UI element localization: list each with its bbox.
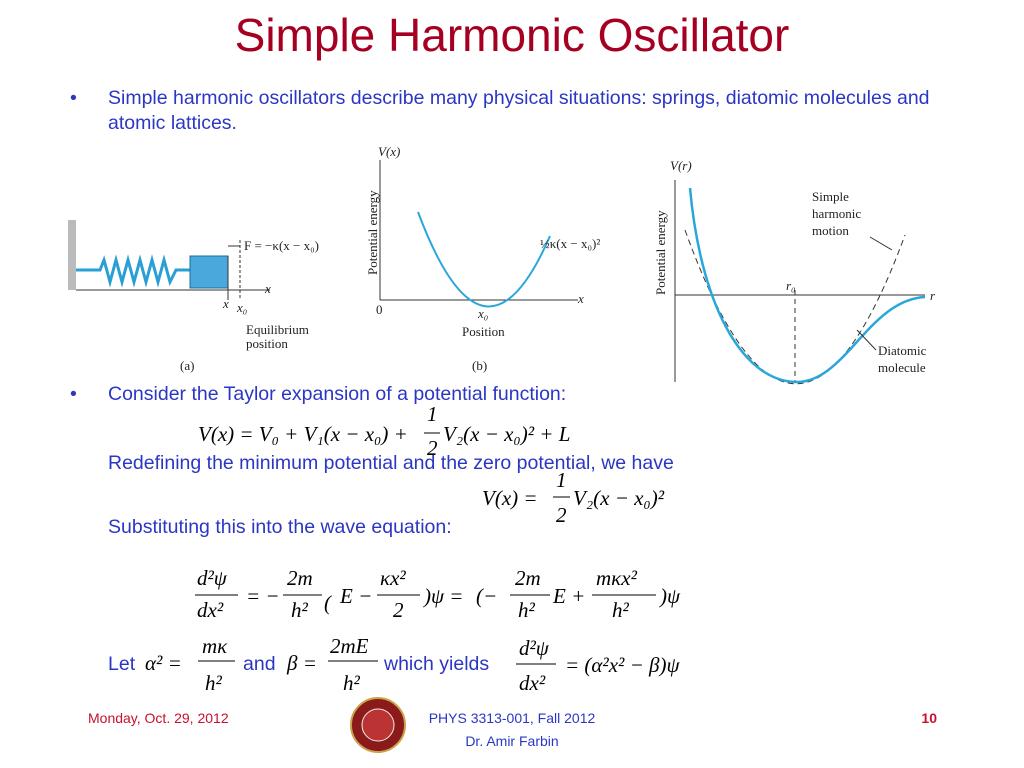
text-line: Let: [108, 653, 136, 675]
eq-part: 2: [427, 436, 438, 460]
eq-part: h²: [205, 671, 223, 695]
x-label: Position: [462, 324, 505, 339]
eq-part: (: [324, 591, 333, 615]
slide-title: Simple Harmonic Oscillator: [234, 9, 790, 61]
eq-part: 2mE: [330, 634, 369, 658]
eq-part: 2: [556, 503, 567, 527]
x0-label: x₀: [236, 300, 247, 315]
x-axis-label: x: [577, 291, 584, 306]
caption: (b): [472, 358, 487, 373]
caption: (a): [180, 358, 194, 373]
figure-molecule: V(r) Potential energy Simple harmonic mo…: [653, 158, 936, 385]
footer: Monday, Oct. 29, 2012 PHYS 3313-001, Fal…: [88, 697, 937, 753]
text-line: Redefining the minimum potential and the…: [108, 452, 674, 474]
footer-course: PHYS 3313-001, Fall 2012: [429, 710, 596, 726]
diatomic-label: Diatomic: [878, 343, 927, 358]
shm-curve: [684, 229, 906, 385]
eq-part: (−: [476, 584, 497, 608]
eq-part: E −: [339, 584, 372, 608]
equation-wave: d²ψ dx² = − 2m h² ( E − κx² 2 )ψ = (− 2m…: [195, 566, 681, 622]
text-line: Substituting this into the wave equation…: [108, 516, 452, 538]
eq-part: )ψ =: [423, 584, 463, 608]
r-label: r: [930, 288, 936, 303]
molecule-curve: [688, 187, 926, 384]
y-label: V(x): [378, 144, 400, 159]
equation-taylor: V(x) = V₀ + V₁(x − x₀) + 1 2 V₂(x − x₀)²…: [198, 402, 570, 460]
eq-part: 1: [556, 468, 567, 492]
mass-block: [189, 255, 229, 289]
figure-parabola: V(x) Potential energy ½κ(x − x₀)² x 0 x₀…: [365, 144, 600, 373]
footer-date: Monday, Oct. 29, 2012: [88, 710, 229, 726]
eq-part: h²: [612, 598, 630, 622]
eq-part: = (α²x² − β)ψ: [565, 653, 680, 677]
r0-label: r₀: [786, 278, 796, 293]
spring: [76, 254, 190, 288]
footer-instructor: Dr. Amir Farbin: [465, 733, 558, 749]
bullet-text: Simple harmonic oscillators describe man…: [108, 87, 930, 134]
bullet-text: Consider the Taylor expansion of a poten…: [108, 383, 567, 405]
eq-part: d²ψ: [197, 566, 228, 590]
eq-part: d²ψ: [519, 636, 550, 660]
leader: [856, 329, 877, 351]
x0-label: x₀: [477, 306, 488, 321]
equilibrium-label: position: [246, 336, 288, 351]
eq-part: 2m: [515, 566, 541, 590]
equation-definitions: Let α² = mκ h² and β = 2mE h² which yiel…: [108, 634, 680, 695]
university-seal: [361, 708, 395, 742]
eq-part: V(x) = V₀ + V₁(x − x₀) +: [198, 422, 408, 446]
shm-label: motion: [812, 223, 849, 238]
eq-part: 2: [393, 598, 404, 622]
eq-part: h²: [518, 598, 536, 622]
origin-label: 0: [376, 302, 383, 317]
axis-label: x: [264, 281, 271, 296]
y-label: V(r): [670, 158, 692, 173]
text-line: and: [243, 653, 276, 675]
eq-part: h²: [291, 598, 309, 622]
figure-spring: F = −κ(x − x₀) x x x₀ Equilibrium positi…: [68, 220, 319, 373]
leader: [869, 236, 893, 251]
shm-label: Simple: [812, 189, 849, 204]
curve-label: ½κ(x − x₀)²: [540, 236, 600, 251]
eq-part: V(x) =: [482, 486, 538, 510]
shm-label: harmonic: [812, 206, 861, 221]
eq-part: V₂(x − x₀)²: [573, 486, 665, 510]
force-label: F = −κ(x − x₀): [244, 238, 319, 253]
eq-part: V₂(x − x₀)² + L: [443, 422, 570, 446]
equilibrium-label: Equilibrium: [246, 322, 309, 337]
text-line: which yields: [383, 653, 489, 675]
diatomic-label: molecule: [878, 360, 926, 375]
equation-redefined: V(x) = 1 2 V₂(x − x₀)²: [482, 468, 665, 527]
eq-part: )ψ: [659, 584, 681, 608]
eq-part: α² =: [145, 651, 182, 675]
eq-part: κx²: [380, 566, 406, 590]
eq-part: dx²: [197, 598, 224, 622]
eq-part: mκ: [202, 634, 228, 658]
y-axis-label: Potential energy: [365, 190, 380, 275]
potential-curve: [417, 211, 551, 308]
eq-part: 2m: [287, 566, 313, 590]
eq-part: β =: [286, 651, 317, 675]
wall: [68, 220, 76, 290]
eq-part: E +: [552, 584, 585, 608]
eq-part: 1: [427, 402, 438, 426]
page-number: 10: [921, 710, 937, 726]
eq-part: dx²: [519, 671, 546, 695]
eq-part: = −: [246, 584, 280, 608]
eq-part: mκx²: [596, 566, 638, 590]
eq-part: h²: [343, 671, 361, 695]
y-axis-label: Potential energy: [653, 210, 668, 295]
x-label: x: [222, 296, 229, 311]
